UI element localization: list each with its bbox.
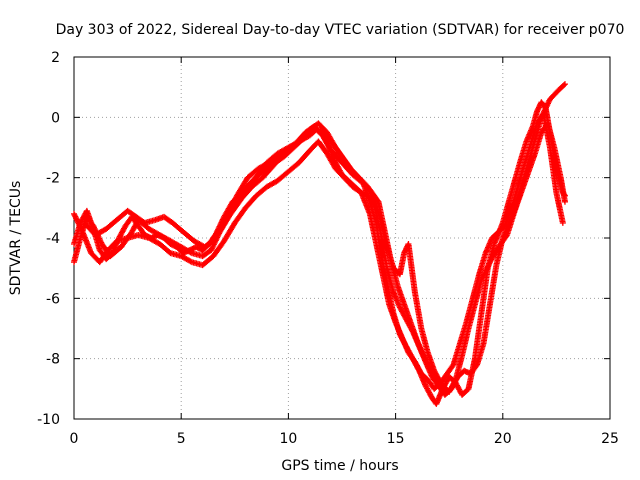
data-points: [71, 81, 568, 407]
y-tick-label: -2: [46, 171, 60, 187]
y-tick-label: 0: [51, 110, 60, 126]
x-tick-label: 5: [177, 431, 186, 447]
x-tick-label: 20: [494, 431, 512, 447]
x-tick-label: 0: [70, 431, 79, 447]
data-point: [409, 327, 416, 334]
y-tick-label: -6: [46, 291, 60, 307]
data-point: [370, 200, 377, 207]
y-tick-labels: -10 -8 -6 -4 -2 0 2: [37, 50, 60, 428]
data-point: [559, 219, 566, 226]
data-point: [560, 82, 567, 89]
chart-title: Day 303 of 2022, Sidereal Day-to-day VTE…: [56, 22, 625, 38]
y-tick-label: -10: [37, 412, 60, 428]
x-axis-label: GPS time / hours: [281, 458, 398, 474]
y-axis-label: SDTVAR / TECUs: [8, 181, 24, 296]
x-tick-label: 10: [279, 431, 297, 447]
x-tick-label: 25: [601, 431, 619, 447]
data-point: [561, 81, 568, 88]
x-tick-labels: 0 5 10 15 20 25: [70, 431, 619, 447]
y-tick-label: -4: [46, 231, 60, 247]
series-track-d: [210, 126, 451, 395]
series-track-e: [71, 120, 568, 398]
y-tick-label: 2: [51, 50, 60, 66]
data-point: [187, 258, 194, 265]
data-point: [325, 143, 332, 150]
data-point: [561, 198, 568, 205]
y-tick-label: -8: [46, 352, 60, 368]
x-tick-label: 15: [387, 431, 405, 447]
